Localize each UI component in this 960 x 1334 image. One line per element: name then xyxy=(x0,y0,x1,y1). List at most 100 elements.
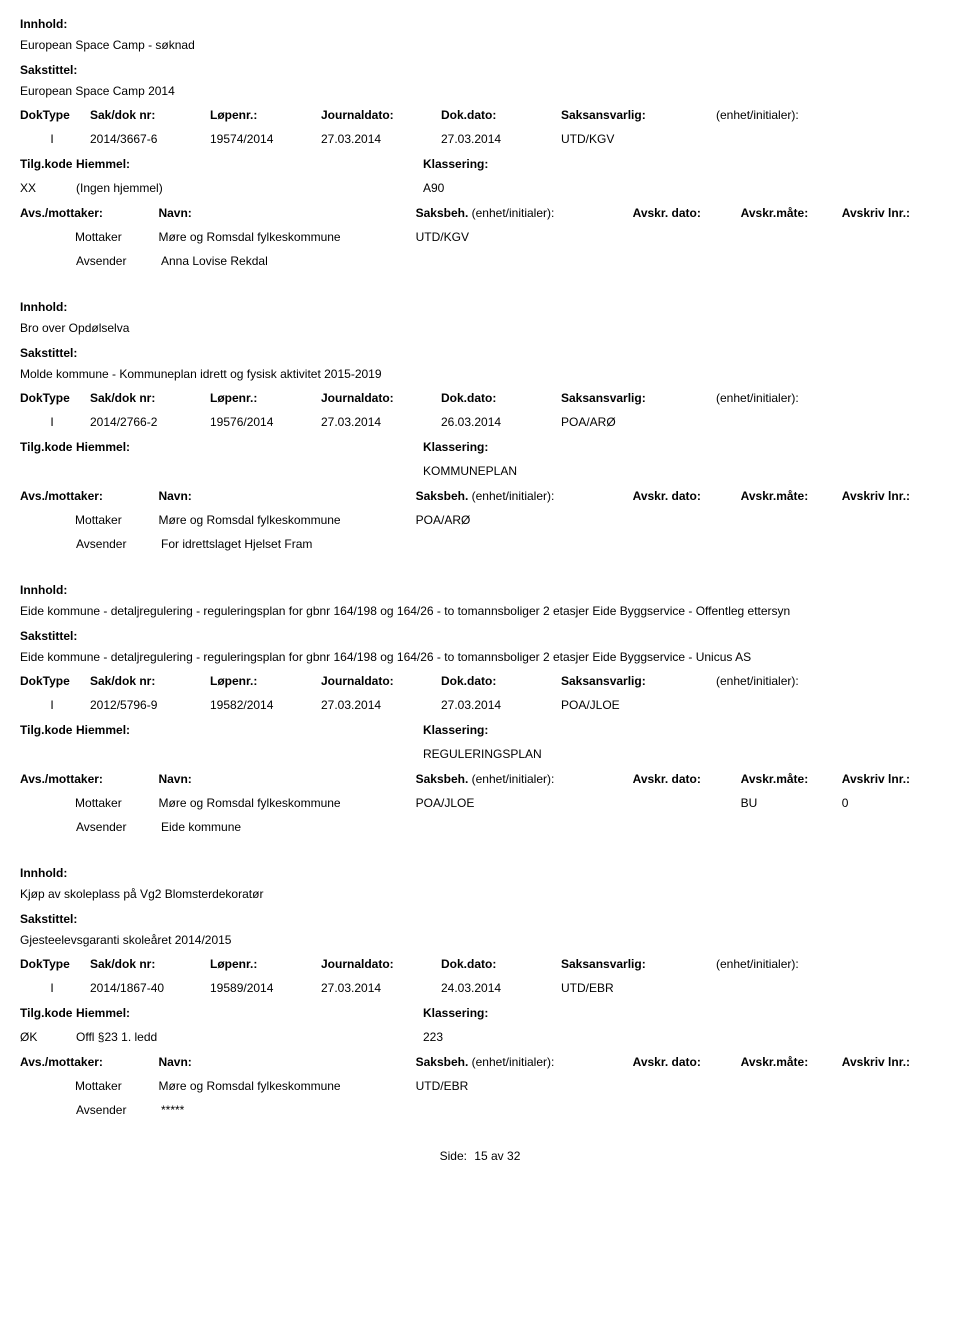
hiemmel-header-row: Tilg.kode Hiemmel: Klassering: xyxy=(20,438,940,456)
sakstittel-label: Sakstittel: xyxy=(20,910,940,928)
mottaker-label: Mottaker xyxy=(75,228,158,246)
doktype-label: DokType xyxy=(20,389,90,407)
mottaker-row: Mottaker Møre og Romsdal fylkeskommune P… xyxy=(20,794,940,812)
navn-label: Navn: xyxy=(158,1053,415,1071)
mottaker-label: Mottaker xyxy=(75,794,158,812)
meta-header-row: DokType Sak/dok nr: Løpenr.: Journaldato… xyxy=(20,955,940,973)
hiemmel-value: (Ingen hjemmel) xyxy=(76,179,423,197)
dokdato-value: 27.03.2014 xyxy=(441,696,561,714)
enhet-label: (enhet/initialer): xyxy=(716,955,916,973)
avsmott-header-row: Avs./mottaker: Navn: Saksbeh. (enhet/ini… xyxy=(20,204,940,222)
doktype-label: DokType xyxy=(20,955,90,973)
avskrmate-label: Avskr.måte: xyxy=(741,487,842,505)
klassering-label: Klassering: xyxy=(423,1004,723,1022)
mottaker-label: Mottaker xyxy=(75,511,158,529)
innhold-label: Innhold: xyxy=(20,864,940,882)
avsender-row: Avsender Anna Lovise Rekdal xyxy=(20,252,940,270)
page-current: 15 xyxy=(474,1149,487,1163)
tilgkode-label: Tilg.kode xyxy=(20,721,76,739)
mottaker-row: Mottaker Møre og Romsdal fylkeskommune U… xyxy=(20,228,940,246)
journaldato-label: Journaldato: xyxy=(321,389,441,407)
saksbeh-header: Saksbeh. (enhet/initialer): xyxy=(416,204,633,222)
mottaker-navn: Møre og Romsdal fylkeskommune xyxy=(159,228,416,246)
avsender-navn: Eide kommune xyxy=(161,818,423,836)
sakdok-label: Sak/dok nr: xyxy=(90,672,210,690)
avskrmate-value xyxy=(741,1077,842,1095)
journaldato-value: 27.03.2014 xyxy=(321,696,441,714)
avsender-navn: For idrettslaget Hjelset Fram xyxy=(161,535,423,553)
avskrmate-label: Avskr.måte: xyxy=(741,204,842,222)
tilgkode-value xyxy=(20,745,76,763)
saksansvarlig-label: Saksansvarlig: xyxy=(561,672,716,690)
saksbeh-header: Saksbeh. (enhet/initialer): xyxy=(416,487,633,505)
journaldato-label: Journaldato: xyxy=(321,955,441,973)
tilgkode-value: XX xyxy=(20,179,76,197)
sakstittel-value: Molde kommune - Kommuneplan idrett og fy… xyxy=(20,365,940,383)
sakdok-value: 2012/5796-9 xyxy=(90,696,210,714)
saksbeh-label: Saksbeh. xyxy=(416,206,469,220)
dokdato-value: 26.03.2014 xyxy=(441,413,561,431)
dokdato-label: Dok.dato: xyxy=(441,955,561,973)
avskrdato-value xyxy=(633,794,741,812)
avskrlnr-label: Avskriv lnr.: xyxy=(842,204,940,222)
sakstittel-label: Sakstittel: xyxy=(20,627,940,645)
entries-container: Innhold: European Space Camp - søknad Sa… xyxy=(20,15,940,1119)
meta-header-row: DokType Sak/dok nr: Løpenr.: Journaldato… xyxy=(20,106,940,124)
avsmottaker-label: Avs./mottaker: xyxy=(20,204,158,222)
avsender-label: Avsender xyxy=(76,252,161,270)
page-label: Side: xyxy=(440,1149,471,1163)
hiemmel-label: Hiemmel: xyxy=(76,155,423,173)
avsender-label: Avsender xyxy=(76,818,161,836)
sakstittel-value: Gjesteelevsgaranti skoleåret 2014/2015 xyxy=(20,931,940,949)
journaldato-label: Journaldato: xyxy=(321,106,441,124)
enhet-value xyxy=(716,130,916,148)
innhold-value: Bro over Opdølselva xyxy=(20,319,940,337)
dokdato-label: Dok.dato: xyxy=(441,672,561,690)
saksbeh-value: POA/ARØ xyxy=(416,511,633,529)
page-total: 32 xyxy=(507,1149,520,1163)
avskrdato-value xyxy=(633,228,741,246)
enhet-value xyxy=(716,413,916,431)
journal-entry: Innhold: European Space Camp - søknad Sa… xyxy=(20,15,940,270)
avskrlnr-value: 0 xyxy=(842,794,940,812)
doktype-value: I xyxy=(20,696,90,714)
saksansvarlig-value: UTD/KGV xyxy=(561,130,716,148)
saksansvarlig-label: Saksansvarlig: xyxy=(561,106,716,124)
doktype-label: DokType xyxy=(20,672,90,690)
klassering-label: Klassering: xyxy=(423,721,723,739)
avsender-label: Avsender xyxy=(76,535,161,553)
journaldato-value: 27.03.2014 xyxy=(321,979,441,997)
lopenr-label: Løpenr.: xyxy=(210,955,321,973)
saksbeh-label: Saksbeh. xyxy=(416,772,469,786)
avskrdato-label: Avskr. dato: xyxy=(633,487,741,505)
navn-label: Navn: xyxy=(158,204,415,222)
saksbeh-label: Saksbeh. xyxy=(416,1055,469,1069)
innhold-value: Kjøp av skoleplass på Vg2 Blomsterdekora… xyxy=(20,885,940,903)
doktype-value: I xyxy=(20,413,90,431)
avskrmate-value xyxy=(741,511,842,529)
saksbeh-header: Saksbeh. (enhet/initialer): xyxy=(416,1053,633,1071)
journaldato-value: 27.03.2014 xyxy=(321,413,441,431)
sakdok-label: Sak/dok nr: xyxy=(90,955,210,973)
saksansvarlig-value: UTD/EBR xyxy=(561,979,716,997)
hiemmel-label: Hiemmel: xyxy=(76,438,423,456)
mottaker-navn: Møre og Romsdal fylkeskommune xyxy=(159,511,416,529)
journal-entry: Innhold: Kjøp av skoleplass på Vg2 Bloms… xyxy=(20,864,940,1119)
tilgkode-label: Tilg.kode xyxy=(20,1004,76,1022)
innhold-label: Innhold: xyxy=(20,298,940,316)
saksbeh-enhet-label: (enhet/initialer): xyxy=(472,489,555,503)
sakstittel-value: Eide kommune - detaljregulering - regule… xyxy=(20,648,940,666)
avsender-navn: Anna Lovise Rekdal xyxy=(161,252,423,270)
mottaker-navn: Møre og Romsdal fylkeskommune xyxy=(159,794,416,812)
tilgkode-label: Tilg.kode xyxy=(20,438,76,456)
saksbeh-enhet-label: (enhet/initialer): xyxy=(472,1055,555,1069)
lopenr-label: Løpenr.: xyxy=(210,672,321,690)
meta-value-row: I 2012/5796-9 19582/2014 27.03.2014 27.0… xyxy=(20,696,940,714)
klassering-value: A90 xyxy=(423,179,723,197)
avsender-row: Avsender ***** xyxy=(20,1101,940,1119)
saksbeh-enhet-label: (enhet/initialer): xyxy=(472,772,555,786)
journal-entry: Innhold: Bro over Opdølselva Sakstittel:… xyxy=(20,298,940,553)
enhet-value xyxy=(716,696,916,714)
avsender-label: Avsender xyxy=(76,1101,161,1119)
innhold-label: Innhold: xyxy=(20,15,940,33)
